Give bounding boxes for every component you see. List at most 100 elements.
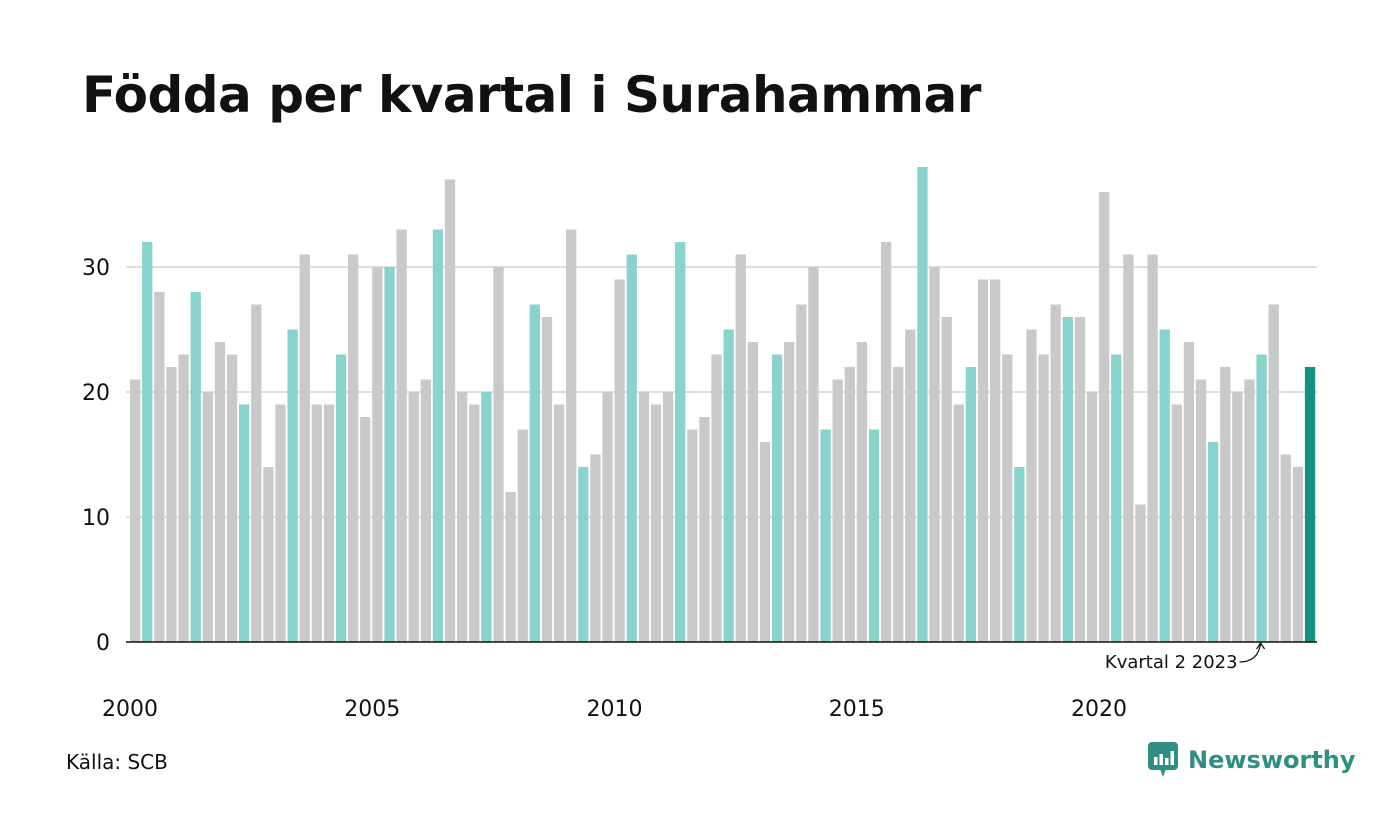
bar-2013-q2 bbox=[771, 354, 783, 642]
brand-name: Newsworthy bbox=[1188, 746, 1356, 774]
bar-2005-q3 bbox=[396, 229, 407, 642]
bar-2015-q4 bbox=[893, 367, 904, 642]
bar-2010-q3 bbox=[638, 392, 650, 642]
bar-2003-q2 bbox=[287, 329, 298, 642]
bar-2016-q4 bbox=[941, 317, 952, 642]
annotation-arrow bbox=[1239, 641, 1266, 663]
bar-2020-q4 bbox=[1135, 504, 1146, 642]
bar-2021-q1 bbox=[1147, 254, 1158, 642]
bar-2003-q1 bbox=[275, 404, 286, 642]
bar-2015-q2 bbox=[868, 429, 880, 642]
bar-2017-q4 bbox=[989, 279, 1001, 642]
bar-2005-q1 bbox=[372, 267, 383, 642]
y-tick-labels: 0 10 20 30 bbox=[82, 256, 110, 656]
bar-2019-q3 bbox=[1074, 317, 1086, 642]
bar-2001-q4 bbox=[214, 342, 226, 642]
bar-2007-q4 bbox=[505, 492, 516, 642]
y-tick-label: 30 bbox=[82, 256, 110, 281]
bar-2000-q1 bbox=[130, 379, 141, 642]
bar-2003-q4 bbox=[311, 404, 322, 642]
bar-2008-q2 bbox=[529, 304, 540, 642]
bar-2020-q3 bbox=[1123, 254, 1134, 642]
bar-2012-q3 bbox=[735, 254, 746, 642]
bar-2006-q3 bbox=[444, 179, 456, 642]
bar-2000-q3 bbox=[154, 292, 165, 642]
bar-2022-q4 bbox=[1232, 392, 1243, 642]
bar-2014-q3 bbox=[832, 379, 843, 642]
bar-2004-q2 bbox=[335, 354, 347, 642]
bar-2021-q3 bbox=[1171, 404, 1182, 642]
bar-2022-q1 bbox=[1195, 379, 1207, 642]
bar-2010-q1 bbox=[614, 279, 625, 642]
bar-2006-q2 bbox=[432, 229, 444, 642]
bar-2018-q1 bbox=[1002, 354, 1013, 642]
bar-2002-q3 bbox=[251, 304, 262, 642]
bar-2011-q1 bbox=[662, 392, 674, 642]
bar-2009-q2 bbox=[578, 467, 589, 642]
annotation: Kvartal 2 2023 bbox=[1105, 641, 1266, 673]
bar-2002-q4 bbox=[263, 467, 274, 642]
bar-2021-q2 bbox=[1159, 329, 1170, 642]
bar-2023-q1 bbox=[1244, 379, 1255, 642]
bar-2018-q3 bbox=[1026, 329, 1037, 642]
y-tick-label: 10 bbox=[82, 506, 110, 531]
x-tick-label: 2020 bbox=[1071, 697, 1127, 722]
bar-2018-q2 bbox=[1014, 467, 1025, 642]
bar-2009-q1 bbox=[566, 229, 577, 642]
bar-2001-q1 bbox=[178, 354, 189, 642]
bar-2019-q4 bbox=[1086, 392, 1098, 642]
bar-2020-q1 bbox=[1098, 192, 1110, 642]
bar-2024-q1 bbox=[1292, 467, 1304, 642]
bars bbox=[130, 167, 1316, 642]
bar-2019-q2 bbox=[1062, 317, 1073, 642]
bar-2022-q3 bbox=[1220, 367, 1231, 642]
brand-logo: Newsworthy bbox=[1148, 742, 1356, 778]
bar-2004-q1 bbox=[323, 404, 335, 642]
bar-2001-q2 bbox=[190, 292, 201, 642]
bar-2009-q3 bbox=[590, 454, 601, 642]
bar-2012-q1 bbox=[711, 354, 722, 642]
bar-2013-q3 bbox=[784, 342, 795, 642]
bar-2023-q3 bbox=[1268, 304, 1279, 642]
bar-2022-q2 bbox=[1207, 442, 1219, 642]
bar-2008-q4 bbox=[553, 404, 565, 642]
bar-2013-q4 bbox=[796, 304, 807, 642]
bar-2006-q4 bbox=[457, 392, 468, 642]
bar-2014-q2 bbox=[820, 429, 831, 642]
bar-2005-q2 bbox=[384, 267, 395, 642]
bar-2013-q1 bbox=[759, 442, 771, 642]
bar-2005-q4 bbox=[408, 392, 419, 642]
x-tick-label: 2015 bbox=[829, 697, 885, 722]
bar-2011-q4 bbox=[699, 417, 710, 642]
bar-2024-q2 bbox=[1304, 367, 1316, 642]
bar-2012-q2 bbox=[723, 329, 734, 642]
bar-2014-q4 bbox=[844, 367, 855, 642]
bar-2020-q2 bbox=[1111, 354, 1122, 642]
bar-2001-q3 bbox=[202, 392, 213, 642]
chart-title: Födda per kvartal i Surahammar bbox=[82, 66, 981, 124]
x-tick-label: 2000 bbox=[102, 697, 158, 722]
bar-2007-q3 bbox=[493, 267, 504, 642]
x-tick-label: 2005 bbox=[344, 697, 400, 722]
bar-2000-q4 bbox=[166, 367, 177, 642]
bar-2007-q2 bbox=[481, 392, 492, 642]
bar-2010-q4 bbox=[650, 404, 662, 642]
bar-2017-q2 bbox=[965, 367, 977, 642]
x-tick-labels: 2000 2005 2010 2015 2020 bbox=[102, 697, 1127, 722]
bar-2015-q1 bbox=[856, 342, 868, 642]
y-tick-label: 20 bbox=[82, 381, 110, 406]
bar-2011-q2 bbox=[675, 242, 686, 642]
bar-2019-q1 bbox=[1050, 304, 1061, 642]
newsworthy-logo-icon bbox=[1148, 742, 1178, 777]
bar-2011-q3 bbox=[687, 429, 698, 642]
x-tick-label: 2010 bbox=[586, 697, 642, 722]
bar-2004-q4 bbox=[360, 417, 371, 642]
bar-2017-q1 bbox=[953, 404, 964, 642]
bar-2002-q2 bbox=[239, 404, 250, 642]
bar-2006-q1 bbox=[420, 379, 431, 642]
bar-2008-q3 bbox=[541, 317, 553, 642]
bar-2010-q2 bbox=[626, 254, 637, 642]
bar-2002-q1 bbox=[226, 354, 238, 642]
bar-2023-q4 bbox=[1280, 454, 1291, 642]
bar-2015-q3 bbox=[880, 242, 892, 642]
